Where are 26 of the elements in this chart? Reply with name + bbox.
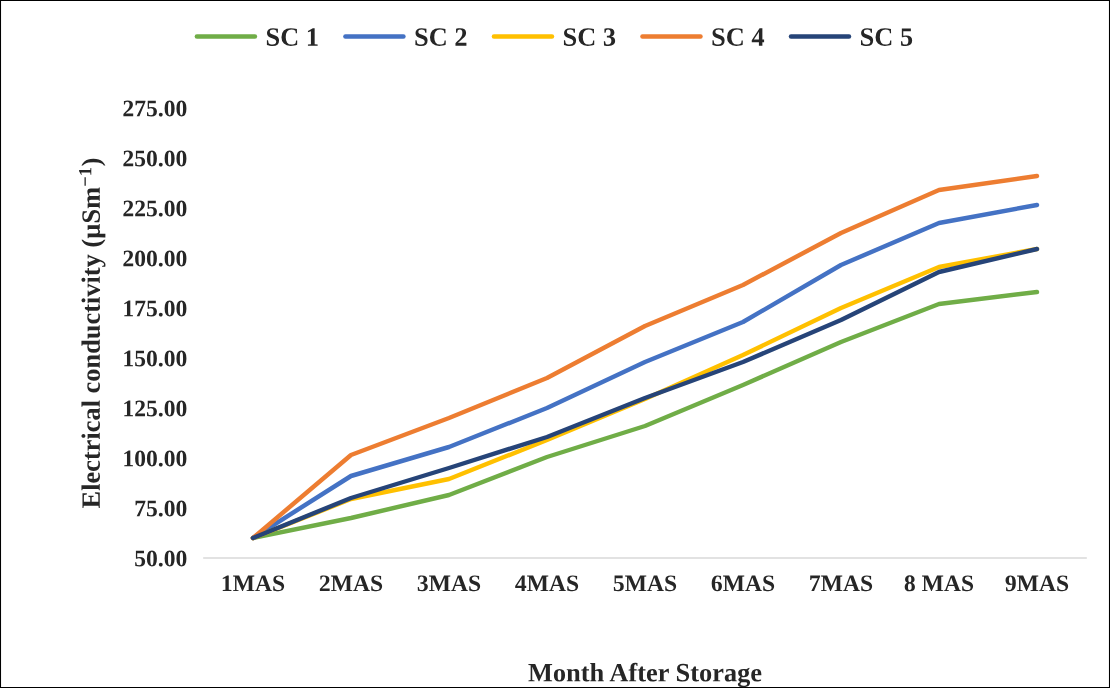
y-tick-label: 250.00 (123, 150, 187, 167)
y-axis-title: Electrical conductivity (µSm$^{−1}$) (79, 158, 106, 509)
y-tick-label: 75.00 (135, 500, 187, 517)
x-tick-label: 3MAS (417, 575, 481, 592)
y-tick-label: 175.00 (124, 300, 187, 317)
legend-label: SC 5 (861, 28, 913, 46)
y-tick-label: 200.00 (123, 250, 187, 267)
x-tick-label: 7MAS (810, 575, 873, 592)
y-tick-label: 225.00 (123, 200, 187, 217)
x-tick-label: 6MAS (711, 575, 775, 592)
y-tick-label: 125.00 (124, 400, 187, 417)
y-tick-label: 150.00 (124, 350, 187, 367)
x-axis-title: Month After Storage (528, 662, 762, 688)
x-tick-label: 1MAS (222, 575, 285, 592)
legend-label: SC 3 (563, 28, 616, 46)
y-tick-label: 100.00 (124, 450, 187, 467)
x-tick-label: 4MAS (515, 575, 579, 592)
legend-label: SC 4 (712, 28, 765, 46)
x-tick-label: 9MAS (1005, 575, 1069, 592)
legend-label: SC 2 (415, 28, 467, 46)
y-tick-label: 275.00 (123, 100, 187, 117)
x-tick-label: 2MAS (319, 575, 383, 592)
x-tick-label: 5MAS (613, 575, 677, 592)
y-tick-label: 50.00 (135, 550, 187, 567)
legend-label: SC 1 (266, 28, 318, 46)
x-tick-label: 8 MAS (904, 575, 974, 592)
